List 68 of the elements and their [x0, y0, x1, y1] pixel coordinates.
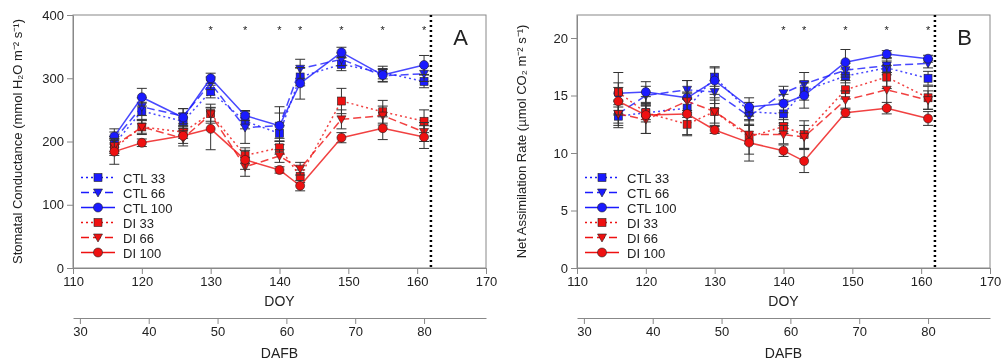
x2-tick-label: 40: [141, 324, 157, 340]
x-tick-label: 160: [910, 274, 933, 290]
x-tick-label: 140: [773, 274, 795, 290]
annotation: *: [339, 24, 345, 36]
legend-label: DI 66: [123, 230, 155, 246]
x2-axis-title: DAFB: [764, 345, 803, 361]
legend-label: CTL 33: [627, 170, 670, 186]
legend-label: CTL 100: [123, 200, 173, 216]
annotation: B: [957, 25, 972, 50]
y-tick-label: 0: [560, 260, 568, 276]
legend-label: DI 33: [123, 215, 155, 231]
x-axis-title: DOY: [264, 293, 296, 309]
y-tick-label: 300: [42, 70, 64, 86]
y-axis-title: Stomatal Conductance (mmol H₂O m⁻² s⁻¹): [10, 19, 25, 264]
x-tick-label: 170: [475, 274, 498, 290]
annotation: *: [884, 24, 890, 36]
legend-label: CTL 66: [123, 185, 166, 201]
x2-tick-label: 50: [714, 324, 730, 340]
x-tick-label: 170: [979, 274, 1002, 290]
x-tick-label: 150: [841, 274, 864, 290]
x2-tick-label: 60: [783, 324, 799, 340]
y-tick-label: 15: [553, 88, 568, 104]
x-tick-label: 140: [269, 274, 291, 290]
legend-label: CTL 66: [627, 185, 670, 201]
x2-tick-label: 70: [852, 324, 867, 340]
x-tick-label: 120: [635, 274, 658, 290]
y-tick-label: 10: [553, 145, 568, 161]
annotation: *: [277, 24, 283, 36]
annotation: *: [925, 24, 931, 36]
annotation: A: [453, 25, 469, 50]
legend-label: CTL 100: [627, 200, 677, 216]
annotation: *: [208, 24, 214, 36]
x-tick-label: 150: [337, 274, 360, 290]
annotation: *: [298, 24, 304, 36]
x2-axis-title: DAFB: [260, 345, 299, 361]
y-tick-label: 200: [42, 134, 64, 150]
x-tick-label: 120: [131, 274, 154, 290]
y-tick-label: 100: [42, 197, 64, 213]
legend-label: DI 33: [627, 215, 659, 231]
x2-tick-label: 70: [348, 324, 363, 340]
x2-tick-label: 50: [210, 324, 226, 340]
legend-label: DI 100: [627, 245, 666, 261]
y-tick-label: 0: [56, 260, 64, 276]
annotation: *: [781, 24, 787, 36]
legend-label: DI 100: [123, 245, 162, 261]
y-tick-label: 20: [553, 30, 568, 46]
annotation: *: [380, 24, 386, 36]
annotation: *: [802, 24, 808, 36]
x2-tick-label: 80: [417, 324, 432, 340]
x2-tick-label: 60: [279, 324, 295, 340]
legend-label: DI 66: [627, 230, 659, 246]
x-axis-title: DOY: [768, 293, 800, 309]
x-tick-label: 160: [406, 274, 429, 290]
annotation: *: [242, 24, 248, 36]
x-tick-label: 110: [63, 274, 84, 290]
annotation: *: [843, 24, 849, 36]
x-tick-label: 130: [704, 274, 727, 290]
x-tick-label: 110: [567, 274, 588, 290]
x2-tick-label: 40: [645, 324, 661, 340]
x2-tick-label: 30: [73, 324, 88, 340]
y-tick-label: 400: [42, 7, 64, 23]
annotation: *: [421, 24, 427, 36]
y-tick-label: 5: [560, 203, 568, 219]
y-axis-title: Net Assimilation Rate (µmol CO₂ m⁻² s⁻¹): [514, 24, 529, 259]
x2-tick-label: 30: [577, 324, 592, 340]
x2-tick-label: 80: [921, 324, 936, 340]
legend-label: CTL 33: [123, 170, 166, 186]
x-tick-label: 130: [200, 274, 223, 290]
